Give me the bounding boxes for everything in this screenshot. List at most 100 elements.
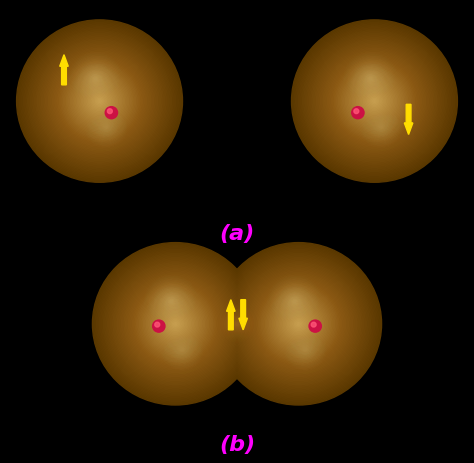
Circle shape — [61, 64, 138, 140]
Circle shape — [271, 297, 326, 351]
Circle shape — [35, 38, 164, 165]
Circle shape — [282, 308, 315, 340]
Circle shape — [286, 312, 311, 336]
Circle shape — [377, 124, 385, 132]
Circle shape — [153, 320, 165, 332]
Circle shape — [293, 22, 456, 181]
Circle shape — [314, 43, 435, 161]
Circle shape — [354, 110, 359, 114]
Circle shape — [155, 323, 160, 327]
Circle shape — [115, 265, 236, 383]
Circle shape — [134, 283, 217, 365]
Circle shape — [292, 21, 457, 183]
Circle shape — [168, 298, 175, 305]
Circle shape — [338, 67, 410, 137]
Circle shape — [18, 22, 181, 181]
Circle shape — [94, 244, 257, 404]
Circle shape — [41, 45, 157, 158]
Circle shape — [239, 266, 358, 382]
Circle shape — [76, 79, 123, 125]
Circle shape — [64, 67, 136, 137]
Circle shape — [24, 28, 175, 176]
Circle shape — [103, 254, 247, 394]
Circle shape — [290, 316, 307, 332]
Circle shape — [296, 25, 453, 179]
Circle shape — [72, 75, 127, 129]
Circle shape — [95, 98, 104, 106]
FancyArrow shape — [404, 105, 413, 135]
Circle shape — [225, 252, 372, 396]
Circle shape — [221, 249, 376, 400]
Circle shape — [247, 274, 350, 374]
Circle shape — [246, 273, 351, 375]
Circle shape — [118, 269, 232, 380]
FancyArrow shape — [60, 56, 68, 86]
Circle shape — [145, 294, 206, 354]
Circle shape — [302, 31, 447, 172]
Circle shape — [109, 259, 242, 389]
Circle shape — [365, 93, 384, 111]
Circle shape — [258, 285, 339, 363]
Circle shape — [256, 282, 341, 366]
Circle shape — [359, 87, 390, 117]
Circle shape — [32, 36, 167, 168]
Circle shape — [249, 275, 348, 373]
Circle shape — [62, 65, 137, 138]
Circle shape — [92, 243, 258, 405]
Circle shape — [133, 282, 218, 366]
Circle shape — [356, 84, 392, 119]
Circle shape — [332, 60, 417, 144]
Circle shape — [47, 50, 152, 153]
Circle shape — [46, 49, 154, 155]
Circle shape — [128, 278, 222, 370]
Circle shape — [352, 80, 397, 124]
Circle shape — [21, 25, 178, 179]
Circle shape — [91, 94, 108, 110]
Circle shape — [325, 53, 424, 150]
Circle shape — [156, 305, 195, 343]
Circle shape — [281, 307, 317, 342]
Circle shape — [100, 251, 250, 397]
Circle shape — [166, 297, 176, 306]
Circle shape — [347, 75, 402, 129]
Circle shape — [29, 33, 170, 171]
Circle shape — [180, 348, 184, 352]
Circle shape — [37, 41, 162, 163]
Circle shape — [89, 91, 110, 113]
Circle shape — [66, 69, 133, 134]
Circle shape — [131, 281, 219, 367]
Circle shape — [51, 55, 148, 149]
Circle shape — [159, 308, 192, 340]
Circle shape — [252, 278, 346, 370]
Circle shape — [124, 274, 227, 374]
Circle shape — [86, 88, 113, 115]
Circle shape — [104, 126, 108, 130]
Circle shape — [69, 72, 130, 131]
Circle shape — [137, 286, 214, 362]
Circle shape — [260, 286, 337, 362]
Circle shape — [102, 252, 249, 396]
Circle shape — [53, 56, 146, 148]
Circle shape — [292, 299, 297, 304]
Circle shape — [83, 86, 116, 118]
Circle shape — [103, 125, 109, 131]
Circle shape — [283, 309, 314, 339]
Circle shape — [26, 30, 173, 174]
Circle shape — [227, 254, 371, 394]
Circle shape — [300, 29, 449, 175]
Circle shape — [234, 261, 364, 388]
Circle shape — [170, 319, 181, 330]
Circle shape — [302, 347, 309, 353]
Circle shape — [106, 257, 245, 392]
Circle shape — [108, 110, 112, 114]
Circle shape — [126, 275, 225, 373]
Circle shape — [223, 250, 374, 398]
Circle shape — [98, 100, 101, 103]
Circle shape — [358, 86, 391, 118]
Circle shape — [77, 80, 122, 124]
Circle shape — [350, 77, 399, 126]
Circle shape — [372, 99, 377, 105]
Circle shape — [322, 50, 427, 153]
Circle shape — [340, 68, 409, 136]
Circle shape — [273, 299, 325, 350]
